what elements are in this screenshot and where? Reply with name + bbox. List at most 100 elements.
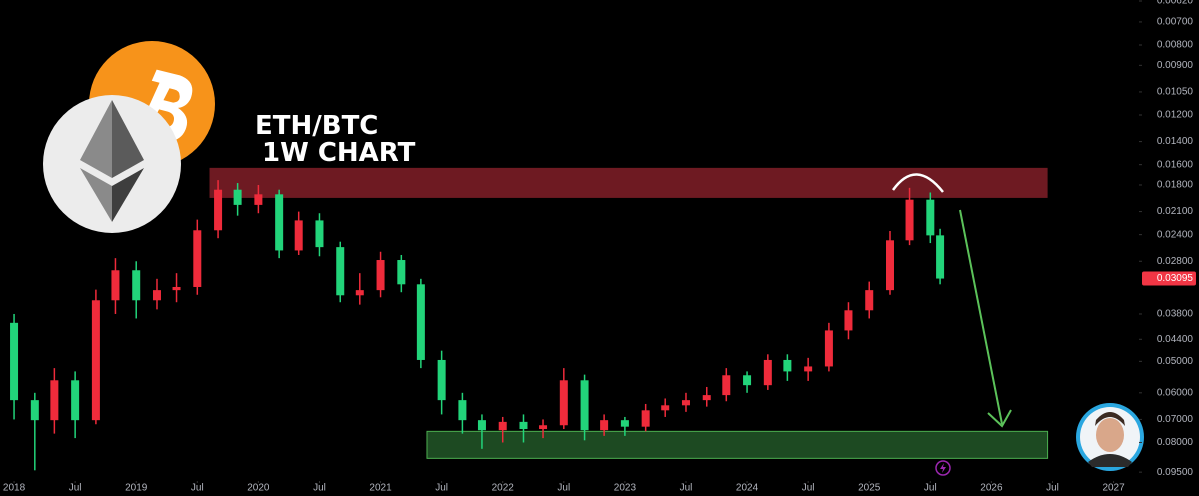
candle-body [376,260,385,291]
y-tick-label: 0.05000 [1157,356,1194,367]
candle-body [498,421,507,431]
eth-right-top [112,100,144,178]
candle-body [10,322,19,401]
y-tick-label: 0.00800 [1157,40,1194,51]
x-tick-label: 2018 [3,483,26,494]
candle-body [885,240,894,291]
axes: 0.00620 0.00700 0.00800 0.00900 0.01050 0.012… [3,0,1196,494]
zone [426,430,1049,459]
event-bolt [940,463,946,473]
x-tick-label: Jul [69,483,82,494]
x-tick-label: 2027 [1102,483,1125,494]
x-tick-label: 2023 [614,483,637,494]
candle-body [661,405,670,411]
candle-body [722,375,731,396]
candle-body [458,400,467,421]
y-tick-label: 0.01200 [1157,110,1194,121]
candle-body [132,270,141,301]
x-tick-label: Jul [435,483,448,494]
candle-body [702,395,711,401]
arrow-line [959,209,1003,425]
candle-body [539,425,548,430]
y-tick-label: 0.00620 [1157,0,1194,7]
y-tick-label: 0.02100 [1157,206,1194,217]
candles [10,180,945,471]
candle-body [91,300,100,421]
y-tick-label: 0.02400 [1157,229,1194,240]
eth-left-top [80,100,112,178]
x-tick-label: Jul [680,483,693,494]
zones [209,167,1049,459]
candle-body [30,400,39,421]
candle-body [214,189,223,231]
candle-body [926,199,935,236]
y-tick-label: 0.01600 [1157,159,1194,170]
avatar-shirt [1088,454,1132,467]
x-tick-label: Jul [191,483,204,494]
candle-body [620,420,629,427]
arrow-head [987,409,1012,428]
y-tick-label: 0.00700 [1157,17,1194,28]
candle-body [559,380,568,426]
candle-body [294,220,303,251]
candle-body [641,410,650,427]
x-tick-label: 2022 [492,483,515,494]
price-tag-label: 0.03095 [1157,273,1194,284]
y-tick-label: 0.01800 [1157,180,1194,191]
candle-body [844,310,853,331]
candle-body [865,290,874,311]
y-tick-label: 0.08000 [1157,437,1194,448]
candle-body [804,366,813,372]
y-tick-label: 0.02800 [1157,256,1194,267]
candle-body [416,284,425,360]
candle-body [172,286,181,291]
candle-body [783,359,792,372]
chart-title: ETH/BTC [255,111,378,141]
avatar-face [1096,418,1124,452]
y-tick-label: 0.04400 [1157,334,1194,345]
y-tick-label: 0.03800 [1157,309,1194,320]
y-tick-label: 0.07000 [1157,414,1194,425]
x-tick-label: Jul [1046,483,1059,494]
candle-body [936,235,945,279]
candle-body [763,359,772,386]
candle-body [152,290,161,301]
eth-left-bottom [80,168,112,222]
zone [209,167,1048,198]
y-tick-label: 0.09500 [1157,467,1194,478]
y-tick-label: 0.01400 [1157,136,1194,147]
x-tick-label: 2024 [736,483,759,494]
price-tag [1142,271,1196,286]
candle-body [254,194,263,205]
eth-right-bottom [112,168,144,222]
candle-body [193,230,202,287]
x-tick-label: Jul [802,483,815,494]
candle-body [743,375,752,386]
candle-body [275,194,284,251]
x-tick-label: Jul [313,483,326,494]
candle-body [477,420,486,431]
candle-body [336,247,345,296]
candle-body [315,220,324,248]
x-tick-label: 2019 [125,483,148,494]
candle-body [437,359,446,401]
candle-body [824,330,833,367]
x-tick-label: Jul [924,483,937,494]
y-tick-label: 0.00900 [1157,60,1194,71]
x-tick-label: 2026 [980,483,1003,494]
y-tick-label: 0.06000 [1157,387,1194,398]
x-tick-label: 2021 [369,483,392,494]
x-tick-label: 2020 [247,483,270,494]
candle-body [905,199,914,241]
candle-body [580,380,589,431]
candle-body [681,400,690,406]
top-arc [891,173,944,193]
y-tick-label: 0.01050 [1157,87,1194,98]
candle-body [111,270,120,301]
event-icon [935,460,951,476]
candle-body [519,421,528,430]
candle-body [233,189,242,205]
x-tick-label: Jul [557,483,570,494]
candle-body [600,420,609,431]
